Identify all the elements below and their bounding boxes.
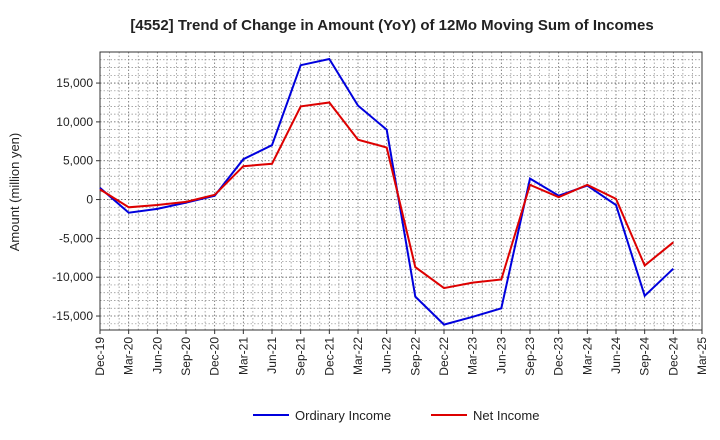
- y-tick-label: 0: [86, 193, 93, 207]
- plot-background: [100, 52, 702, 330]
- y-tick-label: 10,000: [56, 115, 93, 129]
- legend: Ordinary Income Net Income: [253, 408, 539, 423]
- x-tick-label: Jun-21: [265, 337, 279, 374]
- x-tick-label: Mar-22: [351, 337, 365, 375]
- x-tick-label: Mar-21: [236, 337, 250, 375]
- y-tick-label: -5,000: [59, 231, 93, 245]
- x-tick-label: Dec-23: [552, 337, 566, 376]
- chart-title: [4552] Trend of Change in Amount (YoY) o…: [130, 17, 653, 34]
- x-tick-label: Sep-20: [179, 337, 193, 376]
- y-tick-label: -15,000: [52, 309, 93, 323]
- x-tick-label: Mar-25: [695, 337, 709, 375]
- x-tick-label: Dec-24: [666, 337, 680, 376]
- x-tick-label: Jun-20: [150, 337, 164, 374]
- x-tick-label: Mar-23: [466, 337, 480, 375]
- x-tick-label: Sep-21: [294, 337, 308, 376]
- plot-area: 15,00010,0005,0000-5,000-10,000-15,000De…: [52, 51, 709, 376]
- series-line-net-income: [99, 101, 674, 290]
- x-tick-label: Jun-23: [494, 337, 508, 374]
- x-tick-label: Dec-22: [437, 337, 451, 376]
- x-tick-label: Dec-20: [208, 337, 222, 376]
- x-tick-label: Mar-20: [122, 337, 136, 375]
- plot-border: [99, 51, 703, 331]
- x-tick-label: Jun-22: [380, 337, 394, 374]
- x-tick-label: Dec-19: [93, 337, 107, 376]
- x-tick-label: Sep-22: [408, 337, 422, 376]
- x-tick-label: Dec-21: [322, 337, 336, 376]
- y-tick-label: -10,000: [52, 270, 93, 284]
- x-tick-label: Mar-24: [580, 337, 594, 375]
- y-tick-label: 15,000: [56, 76, 93, 90]
- y-tick-label: 5,000: [63, 154, 93, 168]
- legend-label: Ordinary Income: [295, 408, 391, 423]
- x-tick-label: Jun-24: [609, 337, 623, 374]
- y-axis-label: Amount (million yen): [7, 133, 22, 252]
- legend-label: Net Income: [473, 408, 539, 423]
- x-tick-label: Sep-24: [638, 337, 652, 376]
- x-tick-label: Sep-23: [523, 337, 537, 376]
